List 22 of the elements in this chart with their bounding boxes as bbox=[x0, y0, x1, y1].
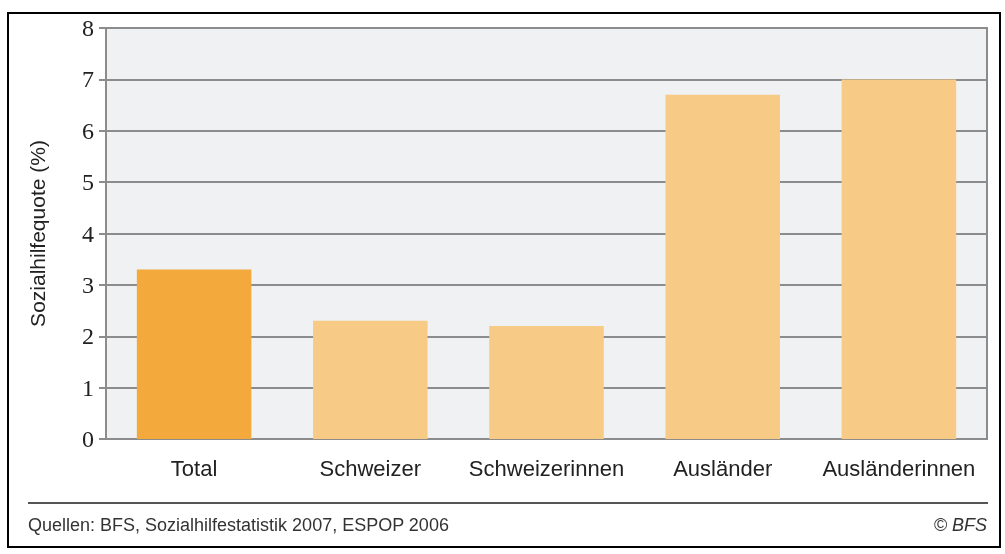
text: © BFS bbox=[933, 515, 987, 536]
bar bbox=[841, 79, 957, 439]
y-tick-label: 4 bbox=[82, 220, 94, 247]
x-tick-label: Ausländer bbox=[673, 455, 773, 481]
y-tick-label: 8 bbox=[82, 15, 94, 41]
y-tick-label: 6 bbox=[82, 117, 94, 144]
bar bbox=[665, 94, 780, 439]
x-tick-label: Ausländerinnen bbox=[822, 455, 976, 481]
y-tick-label: 1 bbox=[82, 374, 94, 401]
y-tick-label: 7 bbox=[82, 66, 94, 93]
bar bbox=[136, 269, 252, 439]
y-tick-label: 5 bbox=[82, 169, 94, 196]
x-tick-label: Schweizerinnen bbox=[468, 455, 625, 481]
bar bbox=[489, 325, 604, 439]
x-tick-label: Total bbox=[170, 455, 218, 481]
x-tick-label: Schweizer bbox=[319, 455, 422, 481]
y-tick-label: 0 bbox=[82, 426, 94, 452]
source-note: Quellen: BFS, Sozialhilfestatistik 2007, ESPOP 2006 bbox=[28, 515, 449, 536]
y-tick-label: 2 bbox=[82, 323, 94, 350]
bar bbox=[313, 320, 428, 439]
y-tick-label: 3 bbox=[82, 271, 94, 298]
y-axis-title: Sozialhilfequote (%) bbox=[26, 140, 49, 327]
